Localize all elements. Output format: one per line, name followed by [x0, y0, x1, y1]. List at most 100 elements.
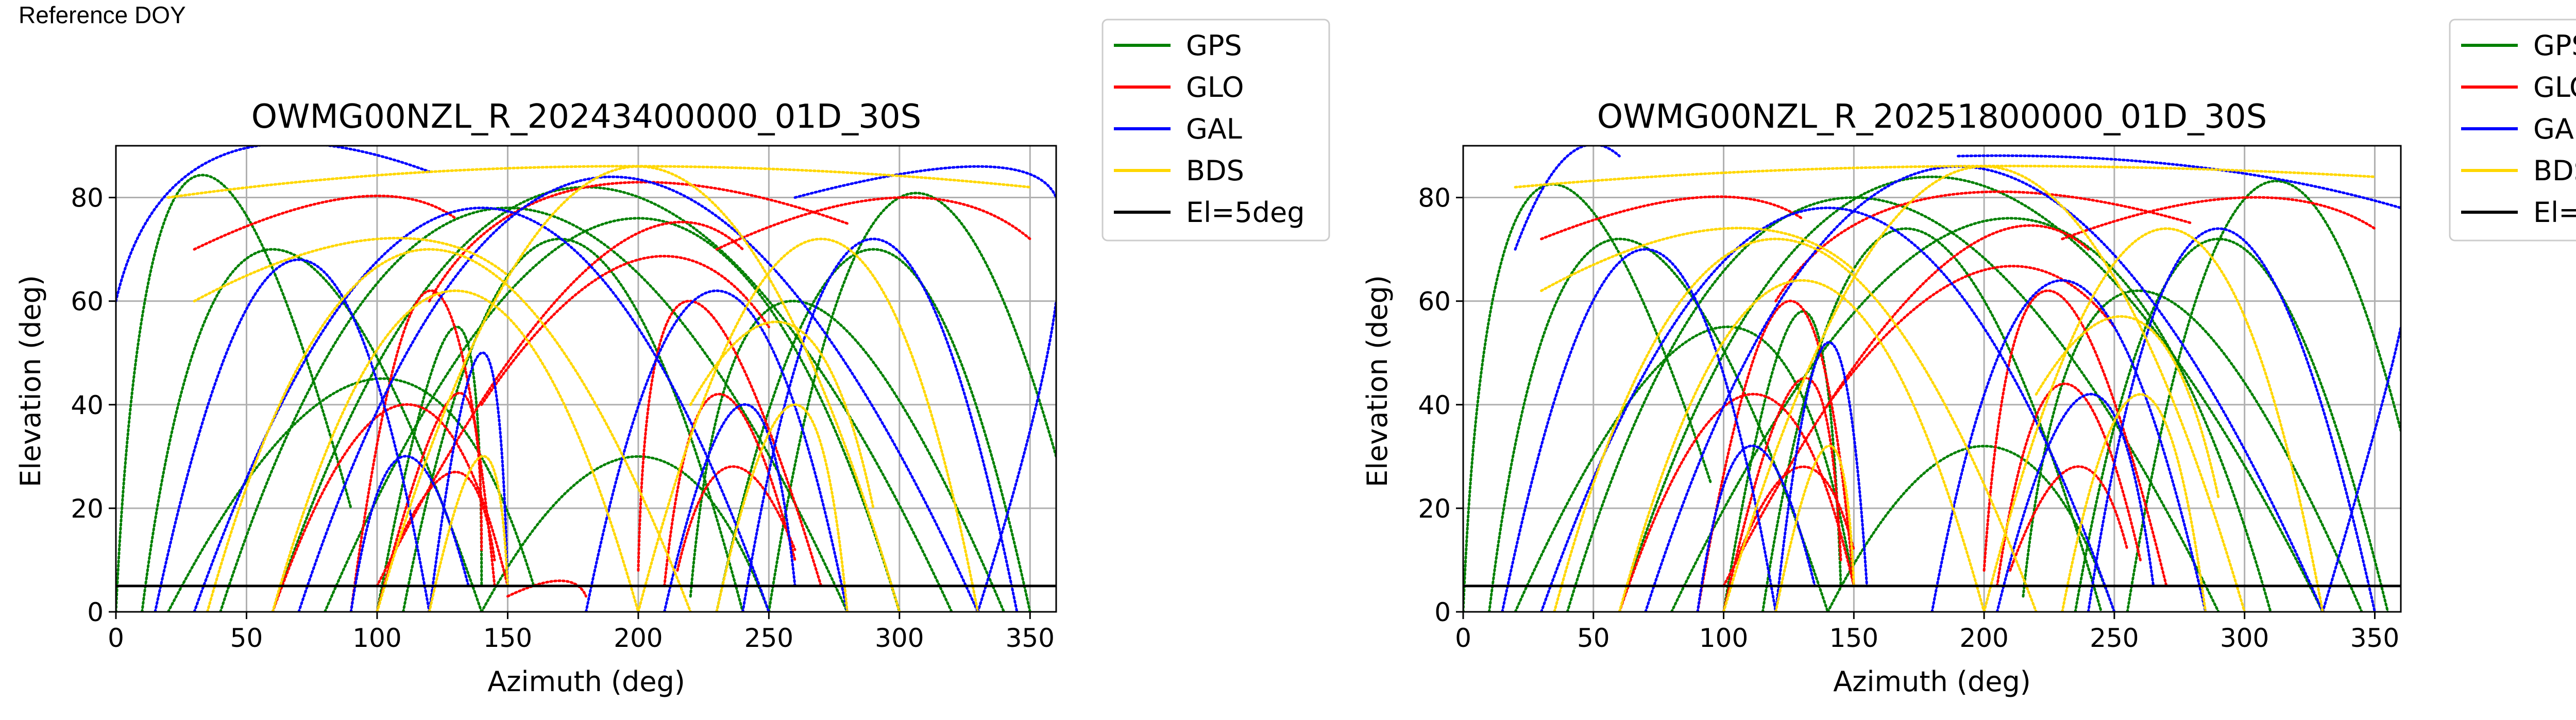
satellite-track-gps — [2022, 289, 2363, 612]
satellite-track-gps — [219, 207, 849, 612]
satellite-track-bds — [689, 320, 875, 510]
chart-left: OWMG00NZL_R_20243400000_01D_30S 0 50 100 15… — [14, 19, 1330, 698]
x-tick-label: 50 — [1577, 623, 1610, 653]
satellite-track-gal — [1696, 444, 1816, 612]
chart-title: OWMG00NZL_R_20243400000_01D_30S — [251, 98, 921, 136]
satellite-track-glo — [376, 220, 744, 588]
x-tick-label: 300 — [2220, 623, 2269, 653]
legend-label: GLO — [1186, 71, 1244, 104]
legend-label: BDS — [1186, 155, 1244, 187]
satellite-track-gal — [1501, 248, 1777, 612]
page-title: Reference DOY — [19, 2, 186, 28]
y-tick-label: 0 — [1434, 597, 1451, 627]
series-group — [1463, 146, 2401, 612]
legend-label: GPS — [2533, 29, 2576, 62]
y-tick-label: 40 — [71, 390, 104, 420]
satellite-track-gal — [2321, 325, 2401, 612]
plot-frame — [1462, 145, 2402, 613]
satellite-track-gal — [1774, 341, 1869, 612]
y-axis-ticks: 0 20 40 60 80 — [1418, 183, 1463, 627]
satellite-track-gps — [689, 300, 1006, 612]
satellite-track-glo — [506, 579, 587, 598]
legend-label: GLO — [2533, 71, 2576, 104]
y-tick-label: 20 — [1418, 494, 1451, 524]
satellite-track-gps — [324, 217, 901, 612]
satellite-track-bds — [1553, 237, 2038, 612]
satellite-track-glo — [480, 254, 770, 406]
satellite-track-gal — [1995, 392, 2155, 612]
satellite-track-gps — [141, 248, 483, 612]
satellite-track-gps — [1488, 237, 1829, 612]
satellite-track-gal — [976, 300, 1056, 612]
x-tick-label: 250 — [2090, 623, 2139, 653]
x-tick-label: 350 — [1006, 623, 1055, 653]
satellite-track-glo — [1618, 392, 1855, 612]
satellite-track-gal — [1540, 207, 2116, 612]
satellite-track-bds — [428, 455, 509, 612]
y-tick-label: 80 — [1418, 183, 1451, 213]
chart-title: OWMG00NZL_R_20251800000_01D_30S — [1597, 98, 2267, 136]
satellite-track-bds — [1540, 227, 1855, 293]
y-axis-label: Elevation (deg) — [1361, 275, 1394, 487]
satellite-track-glo — [428, 181, 849, 303]
y-tick-label: 60 — [1418, 287, 1451, 317]
satellite-track-glo — [715, 196, 1031, 251]
satellite-track-glo — [376, 391, 483, 612]
satellite-track-bds — [1774, 444, 1855, 612]
x-tick-label: 0 — [108, 623, 124, 653]
y-tick-label: 60 — [71, 287, 104, 317]
satellite-track-gal — [2087, 227, 2376, 612]
satellite-track-gal — [1957, 154, 2401, 210]
satellite-track-gps — [1618, 175, 2324, 612]
y-tick-label: 40 — [1418, 390, 1451, 420]
x-axis-label: Azimuth (deg) — [1833, 665, 2031, 698]
satellite-track-bds — [637, 237, 979, 612]
series-group — [116, 146, 1056, 612]
satellite-track-bds — [166, 165, 1031, 199]
satellite-track-glo — [1982, 289, 2168, 588]
satellite-track-gal — [585, 289, 849, 612]
legend: GPS GLO GAL BDS El=5deg — [1101, 19, 1330, 242]
satellite-track-glo — [349, 289, 496, 612]
satellite-track-bds — [715, 403, 849, 612]
satellite-track-glo — [1540, 195, 1803, 241]
y-tick-label: 80 — [71, 183, 104, 213]
legend-box — [1101, 19, 1330, 242]
satellite-track-glo — [1696, 299, 1855, 612]
x-tick-label: 150 — [1829, 623, 1878, 653]
satellite-track-glo — [1735, 465, 1855, 561]
satellite-track-gal — [1930, 279, 2207, 612]
satellite-track-gps — [1670, 217, 2272, 612]
satellite-track-gal — [193, 207, 770, 612]
satellite-track-gps — [2126, 180, 2401, 612]
satellite-track-gps — [1463, 183, 1712, 612]
satellite-track-bds — [1514, 164, 2376, 188]
satellite-track-gal — [428, 351, 509, 612]
x-axis-ticks: 0 50 100 150 200 250 300 350 — [1455, 612, 2399, 653]
satellite-track-bds — [2035, 315, 2220, 500]
satellite-track-gal — [154, 258, 431, 612]
x-axis-ticks: 0 50 100 150 200 250 300 350 — [108, 612, 1055, 653]
satellite-track-glo — [193, 194, 457, 251]
plot-frame — [115, 145, 1057, 613]
satellite-track-bds — [1982, 227, 2324, 612]
legend-label: GAL — [2533, 113, 2576, 145]
x-tick-label: 250 — [744, 623, 793, 653]
satellite-track-bds — [2061, 393, 2207, 612]
satellite-track-bds — [193, 236, 509, 303]
satellite-track-gps — [480, 455, 770, 612]
legend-label: GAL — [1186, 113, 1242, 145]
satellite-track-glo — [2009, 465, 2129, 572]
satellite-track-gps — [116, 174, 352, 612]
satellite-track-glo — [1826, 265, 2116, 406]
x-tick-label: 200 — [614, 623, 663, 653]
y-axis-ticks: 0 20 40 60 80 — [71, 183, 116, 627]
satellite-track-bds — [206, 248, 692, 612]
x-tick-label: 100 — [352, 623, 401, 653]
satellite-track-bds — [271, 289, 640, 612]
satellite-track-bds — [1618, 279, 1986, 612]
satellite-track-glo — [1722, 376, 1842, 612]
legend: GPS GLO GAL BDS El=5deg — [2449, 19, 2576, 242]
y-axis-label: Elevation (deg) — [14, 275, 47, 487]
satellite-track-gal — [1514, 146, 1621, 251]
